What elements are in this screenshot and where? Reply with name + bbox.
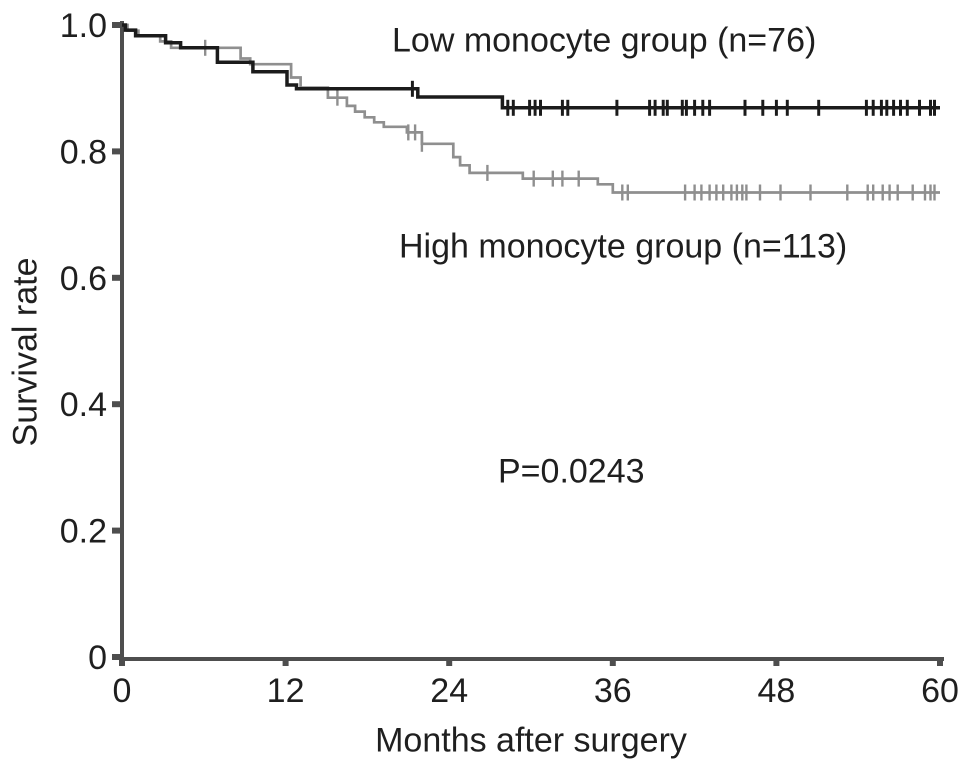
x-axis-title: Months after surgery: [375, 721, 687, 760]
x-tick-label: 36: [594, 672, 632, 710]
y-tick-label: 0: [88, 639, 107, 677]
y-tick-label: 0.4: [60, 386, 107, 424]
y-tick-label: 0.8: [60, 133, 107, 171]
survival-curve-high-monocyte: [122, 23, 940, 194]
y-axis-title: Survival rate: [6, 257, 45, 447]
x-tick-label: 12: [267, 672, 305, 710]
high-monocyte-curve-label: High monocyte group (n=113): [399, 227, 848, 266]
y-tick-label: 0.6: [60, 260, 107, 298]
p-value-annotation: P=0.0243: [498, 452, 645, 491]
x-tick-label: 60: [921, 672, 959, 710]
x-tick-label: 48: [757, 672, 795, 710]
survival-curve-low-monocyte: [122, 23, 940, 110]
x-tick-label: 24: [430, 672, 468, 710]
y-tick-label: 1.0: [60, 7, 107, 45]
low-monocyte-curve-label: Low monocyte group (n=76): [392, 21, 817, 60]
y-tick-label: 0.2: [60, 513, 107, 551]
x-tick-label: 0: [113, 672, 132, 710]
